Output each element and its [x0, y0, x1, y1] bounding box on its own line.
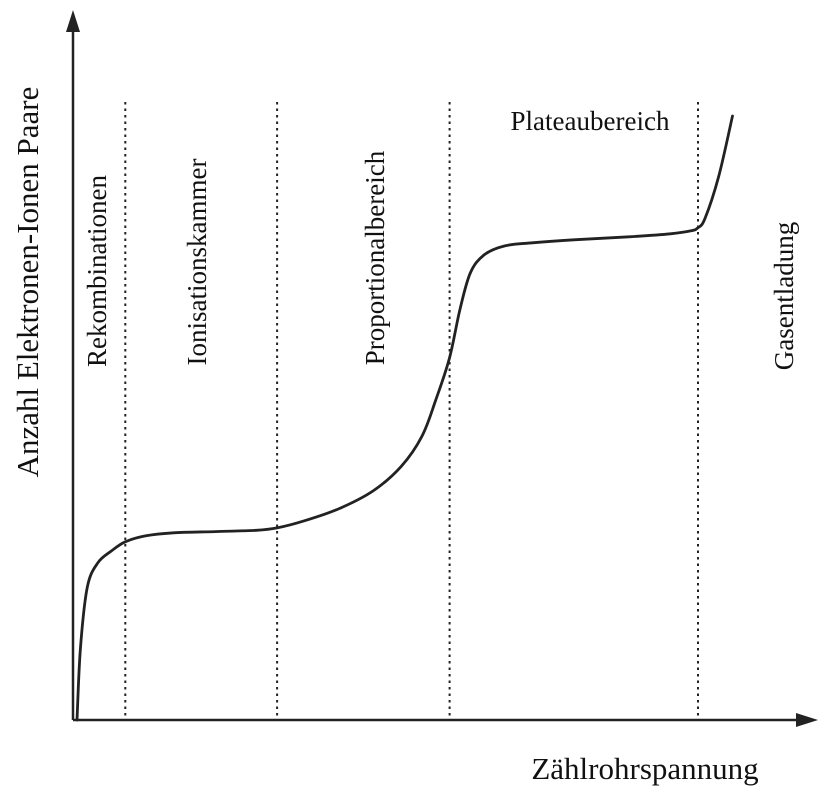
y-axis-arrow-icon: [66, 10, 80, 32]
series-line: [75, 114, 734, 722]
region-label-gasentladung: Gasentladung: [769, 222, 799, 370]
region-label-ionisationskammer: Ionisationskammer: [182, 159, 212, 366]
y-axis: [66, 10, 80, 720]
x-axis-arrow-icon: [796, 713, 818, 727]
region-label-proportionalbereich: Proportionalbereich: [360, 150, 390, 365]
x-axis: [73, 713, 818, 727]
region-label-rekombinationen: Rekombinationen: [82, 175, 112, 367]
region-label-plateaubereich: Plateaubereich: [511, 106, 670, 136]
region-dividers: [124, 102, 699, 720]
x-axis-label: Zählrohrspannung: [531, 751, 758, 786]
y-axis-label: Anzahl Elektronen-Ionen Paare: [10, 87, 45, 478]
